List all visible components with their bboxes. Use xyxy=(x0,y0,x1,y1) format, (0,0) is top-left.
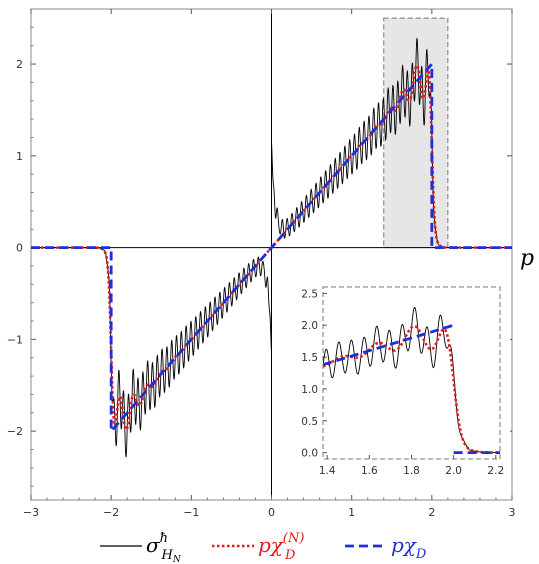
y-tick-label: 0 xyxy=(16,242,23,255)
legend-label: pχD xyxy=(391,533,427,562)
inset-x-tick-label: 2.2 xyxy=(487,465,504,477)
inset-x-tick-label: 2.0 xyxy=(445,465,462,477)
inset-plot: 1.4 1.6 1.8 2.0 2.2 0.0 0.5 1.0 1.5 2.0 2.5 xyxy=(288,279,510,484)
inset-y-tick-label: 1.5 xyxy=(301,352,318,364)
y-tick-label: −2 xyxy=(7,425,23,438)
y-tick-label: 2 xyxy=(16,58,23,71)
inset-y-tick-label: 2.0 xyxy=(301,320,318,332)
main-plot: −3 −2 −1 0 1 2 3 −2 −1 0 1 2 xyxy=(7,8,516,519)
legend-label: pχ(N) D xyxy=(258,531,304,563)
inset-y-tick-label: 1.0 xyxy=(301,384,318,396)
legend-label: σħ HN xyxy=(146,531,182,564)
inset-x-tick-label: 1.6 xyxy=(361,465,378,477)
x-tick-label: 3 xyxy=(509,506,516,519)
x-tick-label: −3 xyxy=(23,506,39,519)
legend: σħ HN pχ(N) D pχD xyxy=(100,531,427,564)
inset-x-tick-label: 1.4 xyxy=(319,465,336,477)
y-tick-label: −1 xyxy=(7,333,23,346)
x-axis-label: p xyxy=(520,246,534,271)
x-tick-label: 2 xyxy=(428,506,435,519)
inset-x-tick-label: 1.8 xyxy=(403,465,420,477)
series-pchiD-line xyxy=(31,60,512,435)
inset-frame xyxy=(322,286,501,460)
x-tick-label: 0 xyxy=(268,506,275,519)
x-tick-label: −1 xyxy=(183,506,199,519)
inset-background xyxy=(288,279,510,484)
y-tick-label: 1 xyxy=(16,150,23,163)
x-tick-label: −2 xyxy=(103,506,119,519)
inset-y-tick-label: 2.5 xyxy=(301,288,318,300)
x-tick-label: 1 xyxy=(348,506,355,519)
inset-series-pchiD xyxy=(323,323,500,455)
inset-y-tick-label: 0.5 xyxy=(301,416,318,428)
inset-y-tick-label: 0.0 xyxy=(301,448,318,460)
